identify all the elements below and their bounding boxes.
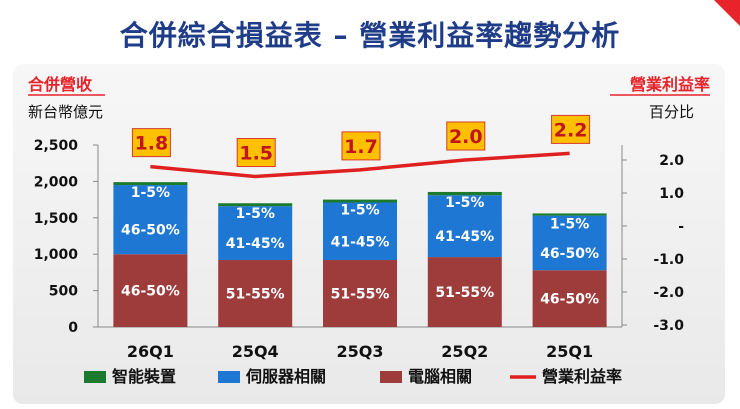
bar-segment-label: 1-5% — [550, 216, 589, 232]
right-tick-label: - — [678, 219, 684, 235]
bar-segment-label: 46-50% — [121, 223, 180, 239]
bar-segment-server — [323, 202, 397, 261]
x-tick-label: 25Q4 — [232, 342, 279, 361]
left-tick-label: 1,000 — [34, 247, 79, 263]
left-tick-label: 1,500 — [34, 211, 79, 227]
left-axis-unit: 新台幣億元 — [28, 103, 103, 121]
bar-segment-server — [113, 185, 188, 255]
margin-data-label: 2.2 — [551, 114, 591, 144]
page-title: 合併綜合損益表 – 營業利益率趨勢分析 — [119, 19, 621, 52]
bar-segment-smart-devices — [532, 213, 607, 216]
x-tick-label: 26Q1 — [127, 342, 174, 361]
legend-smart-devices: 智能裝置 — [84, 367, 176, 386]
x-tick-label: 25Q2 — [441, 342, 488, 361]
bar-segment-label: 41-45% — [331, 234, 390, 250]
margin-data-label: 1.8 — [131, 128, 171, 158]
bar-segment-label: 46-50% — [540, 246, 599, 262]
legend-margin: 營業利益率 — [510, 367, 622, 386]
legend-label: 智能裝置 — [112, 367, 176, 386]
bar-segment-pc — [113, 254, 188, 327]
margin-label-text: 2.2 — [554, 119, 588, 141]
bar-segment-label: 51-55% — [226, 287, 285, 303]
bar-segment-label: 41-45% — [226, 236, 285, 252]
bar-segment-smart-devices — [323, 199, 397, 203]
bar-segment-pc — [218, 260, 293, 327]
left-tick-label: 0 — [68, 320, 78, 336]
bar-segment-pc — [323, 260, 397, 327]
margin-label-text: 2.0 — [449, 126, 483, 148]
right-tick-label: -3.0 — [653, 318, 684, 334]
margin-data-label: 1.7 — [341, 131, 381, 161]
margin-label-box — [551, 114, 591, 144]
bar-segment-label: 51-55% — [331, 287, 390, 303]
left-tick-label: 2,500 — [34, 138, 79, 154]
legend-swatch — [84, 371, 106, 383]
legend-label: 營業利益率 — [542, 367, 622, 386]
right-axis-unit: 百分比 — [649, 103, 694, 121]
corner-accent — [714, 0, 740, 26]
legend-pc: 電腦相關 — [380, 367, 472, 386]
bar-segment-server — [427, 195, 502, 258]
right-tick-label: -1.0 — [653, 252, 684, 268]
bar-segment-label: 51-55% — [435, 285, 494, 301]
left-tick-label: 500 — [49, 284, 78, 300]
bar-segment-pc — [532, 270, 607, 327]
margin-line-series — [150, 151, 570, 179]
bar-segment-label: 1-5% — [236, 206, 275, 222]
bar-segment-server — [218, 206, 293, 261]
bar-segment-label: 41-45% — [435, 229, 494, 245]
x-tick-label: 25Q3 — [337, 342, 384, 361]
bar-segment-pc — [427, 257, 502, 327]
margin-data-label: 1.5 — [236, 138, 276, 167]
bar-segment-smart-devices — [113, 182, 188, 186]
left-axis-title: 合併營收 — [28, 75, 92, 94]
bar-segment-smart-devices — [218, 203, 293, 207]
margin-label-box — [236, 138, 276, 167]
bar-segment-label: 46-50% — [540, 292, 599, 308]
margin-data-label: 2.0 — [446, 121, 486, 151]
legend-server: 伺服器相關 — [218, 367, 326, 386]
bar-segment-smart-devices — [427, 191, 502, 196]
x-tick-label: 25Q1 — [546, 342, 593, 361]
right-axis-title: 營業利益率 — [630, 75, 710, 94]
legend-swatch — [380, 371, 402, 383]
margin-label-box — [131, 128, 171, 158]
margin-label-text: 1.8 — [135, 133, 169, 155]
margin-label-text: 1.7 — [344, 136, 378, 158]
margin-label-box — [446, 121, 486, 151]
bar-segment-label: 46-50% — [121, 284, 180, 300]
bar-segment-label: 1-5% — [131, 185, 170, 201]
margin-label-box — [341, 131, 381, 161]
margin-label-text: 1.5 — [239, 143, 273, 165]
bar-segment-server — [532, 215, 607, 271]
right-tick-label: 2.0 — [659, 153, 684, 169]
right-tick-label: 1.0 — [659, 186, 684, 202]
left-tick-label: 2,000 — [34, 174, 79, 190]
right-tick-label: -2.0 — [653, 285, 684, 301]
legend-label: 伺服器相關 — [245, 367, 326, 386]
bar-segment-label: 1-5% — [445, 195, 484, 211]
bar-segment-label: 1-5% — [340, 203, 379, 219]
legend-swatch — [218, 371, 240, 383]
legend-label: 電腦相關 — [408, 367, 472, 386]
